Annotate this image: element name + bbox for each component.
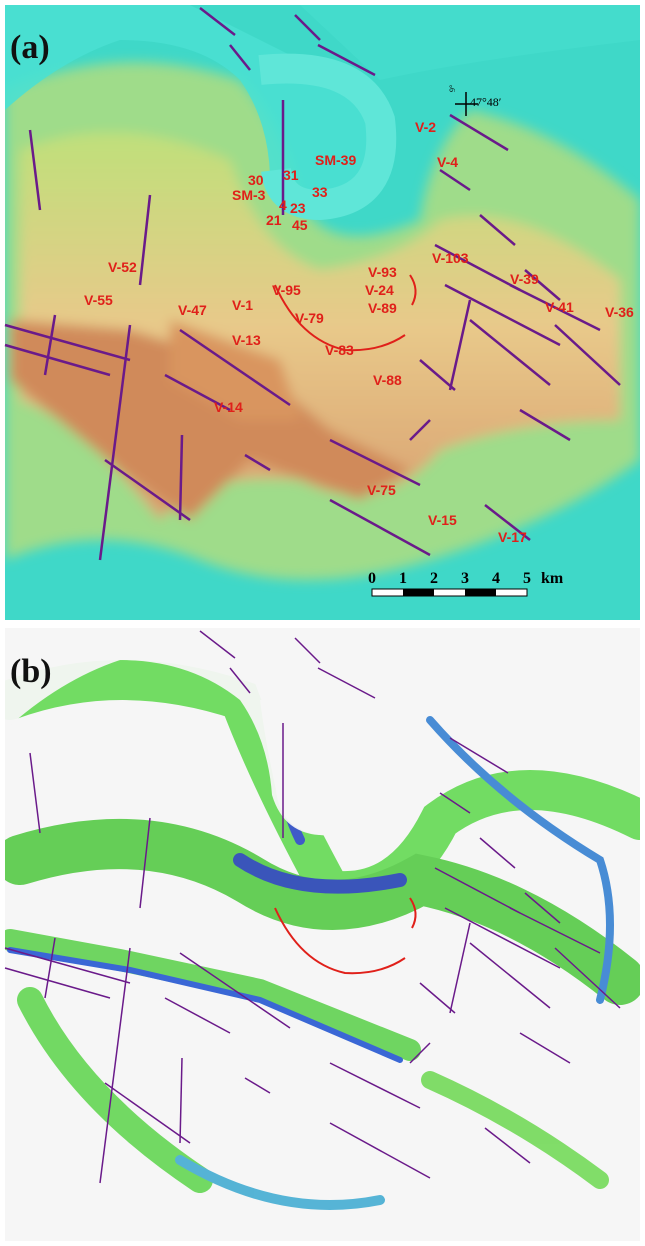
site-label: V-75 <box>367 482 396 498</box>
site-label: 4 <box>279 197 287 213</box>
figure: (a) (b) 9° 47°48′ V-2V-4SM-393031SM-3334… <box>0 0 645 1246</box>
scale-bar-segment <box>465 589 496 596</box>
site-label: 30 <box>248 172 264 188</box>
panel-b-map <box>5 628 640 1241</box>
site-label: V-89 <box>368 300 397 316</box>
scale-tick-label: 2 <box>430 570 438 587</box>
scale-tick-label: 1 <box>399 570 407 587</box>
scale-unit: km <box>541 570 564 587</box>
site-label: V-4 <box>437 154 458 170</box>
site-label: 23 <box>290 200 306 216</box>
site-label: V-17 <box>498 529 527 545</box>
site-label: V-36 <box>605 304 634 320</box>
coordinate-tick: 9° <box>448 85 457 92</box>
site-label: V-52 <box>108 259 137 275</box>
site-label: V-13 <box>232 332 261 348</box>
site-label: SM-3 <box>232 187 266 203</box>
scale-tick-label: 4 <box>492 570 500 587</box>
site-label: V-79 <box>295 310 324 326</box>
site-label: V-41 <box>545 299 574 315</box>
site-label: 21 <box>266 212 282 228</box>
site-label: V-83 <box>325 342 354 358</box>
scale-tick-label: 0 <box>368 570 376 587</box>
site-label: 33 <box>312 184 328 200</box>
site-label: 31 <box>283 167 299 183</box>
site-label: 45 <box>292 217 308 233</box>
site-label: V-88 <box>373 372 402 388</box>
panel-label: (b) <box>10 653 52 690</box>
site-label: SM-39 <box>315 152 356 168</box>
site-label: V-47 <box>178 302 207 318</box>
scale-bar-segment <box>403 589 434 596</box>
site-label: V-2 <box>415 119 436 135</box>
site-label: V-14 <box>214 399 243 415</box>
scale-tick-label: 5 <box>523 570 531 587</box>
site-label: V-93 <box>368 264 397 280</box>
site-label: V-1 <box>232 297 253 313</box>
site-label: V-95 <box>272 282 301 298</box>
site-label: V-24 <box>365 282 394 298</box>
scale-tick-label: 3 <box>461 570 469 587</box>
site-label: V-39 <box>510 271 539 287</box>
coordinate-text: 47°48′ <box>470 95 502 109</box>
site-label: V-55 <box>84 292 113 308</box>
panel-label: (a) <box>10 29 50 66</box>
site-label: V-15 <box>428 512 457 528</box>
scale-bar-frame <box>372 589 527 596</box>
site-label: V-103 <box>432 250 469 266</box>
